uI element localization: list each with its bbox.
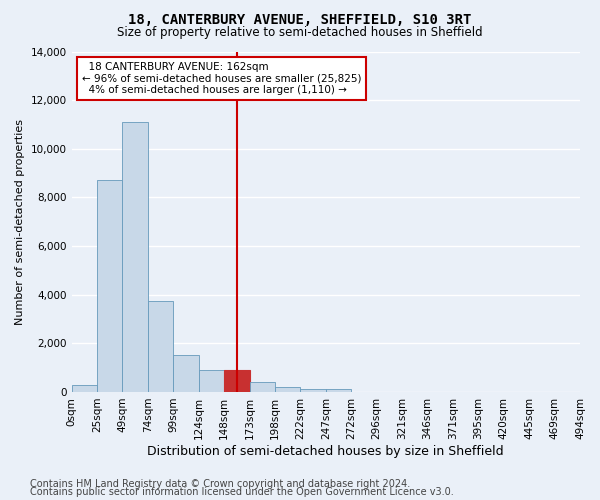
Bar: [224, 370, 250, 392]
X-axis label: Distribution of semi-detached houses by size in Sheffield: Distribution of semi-detached houses by …: [148, 444, 504, 458]
Bar: [71, 384, 97, 392]
Bar: [148, 301, 173, 392]
Text: Contains public sector information licensed under the Open Government Licence v3: Contains public sector information licen…: [30, 487, 454, 497]
Bar: [326, 390, 351, 392]
Text: Contains HM Land Registry data © Crown copyright and database right 2024.: Contains HM Land Registry data © Crown c…: [30, 479, 410, 489]
Bar: [173, 356, 199, 392]
Text: 18 CANTERBURY AVENUE: 162sqm
← 96% of semi-detached houses are smaller (25,825)
: 18 CANTERBURY AVENUE: 162sqm ← 96% of se…: [82, 62, 361, 95]
Bar: [122, 122, 148, 392]
Bar: [199, 370, 224, 392]
Bar: [97, 180, 122, 392]
Text: 18, CANTERBURY AVENUE, SHEFFIELD, S10 3RT: 18, CANTERBURY AVENUE, SHEFFIELD, S10 3R…: [128, 12, 472, 26]
Bar: [250, 382, 275, 392]
Y-axis label: Number of semi-detached properties: Number of semi-detached properties: [15, 118, 25, 324]
Bar: [301, 389, 326, 392]
Text: Size of property relative to semi-detached houses in Sheffield: Size of property relative to semi-detach…: [117, 26, 483, 39]
Bar: [275, 386, 301, 392]
